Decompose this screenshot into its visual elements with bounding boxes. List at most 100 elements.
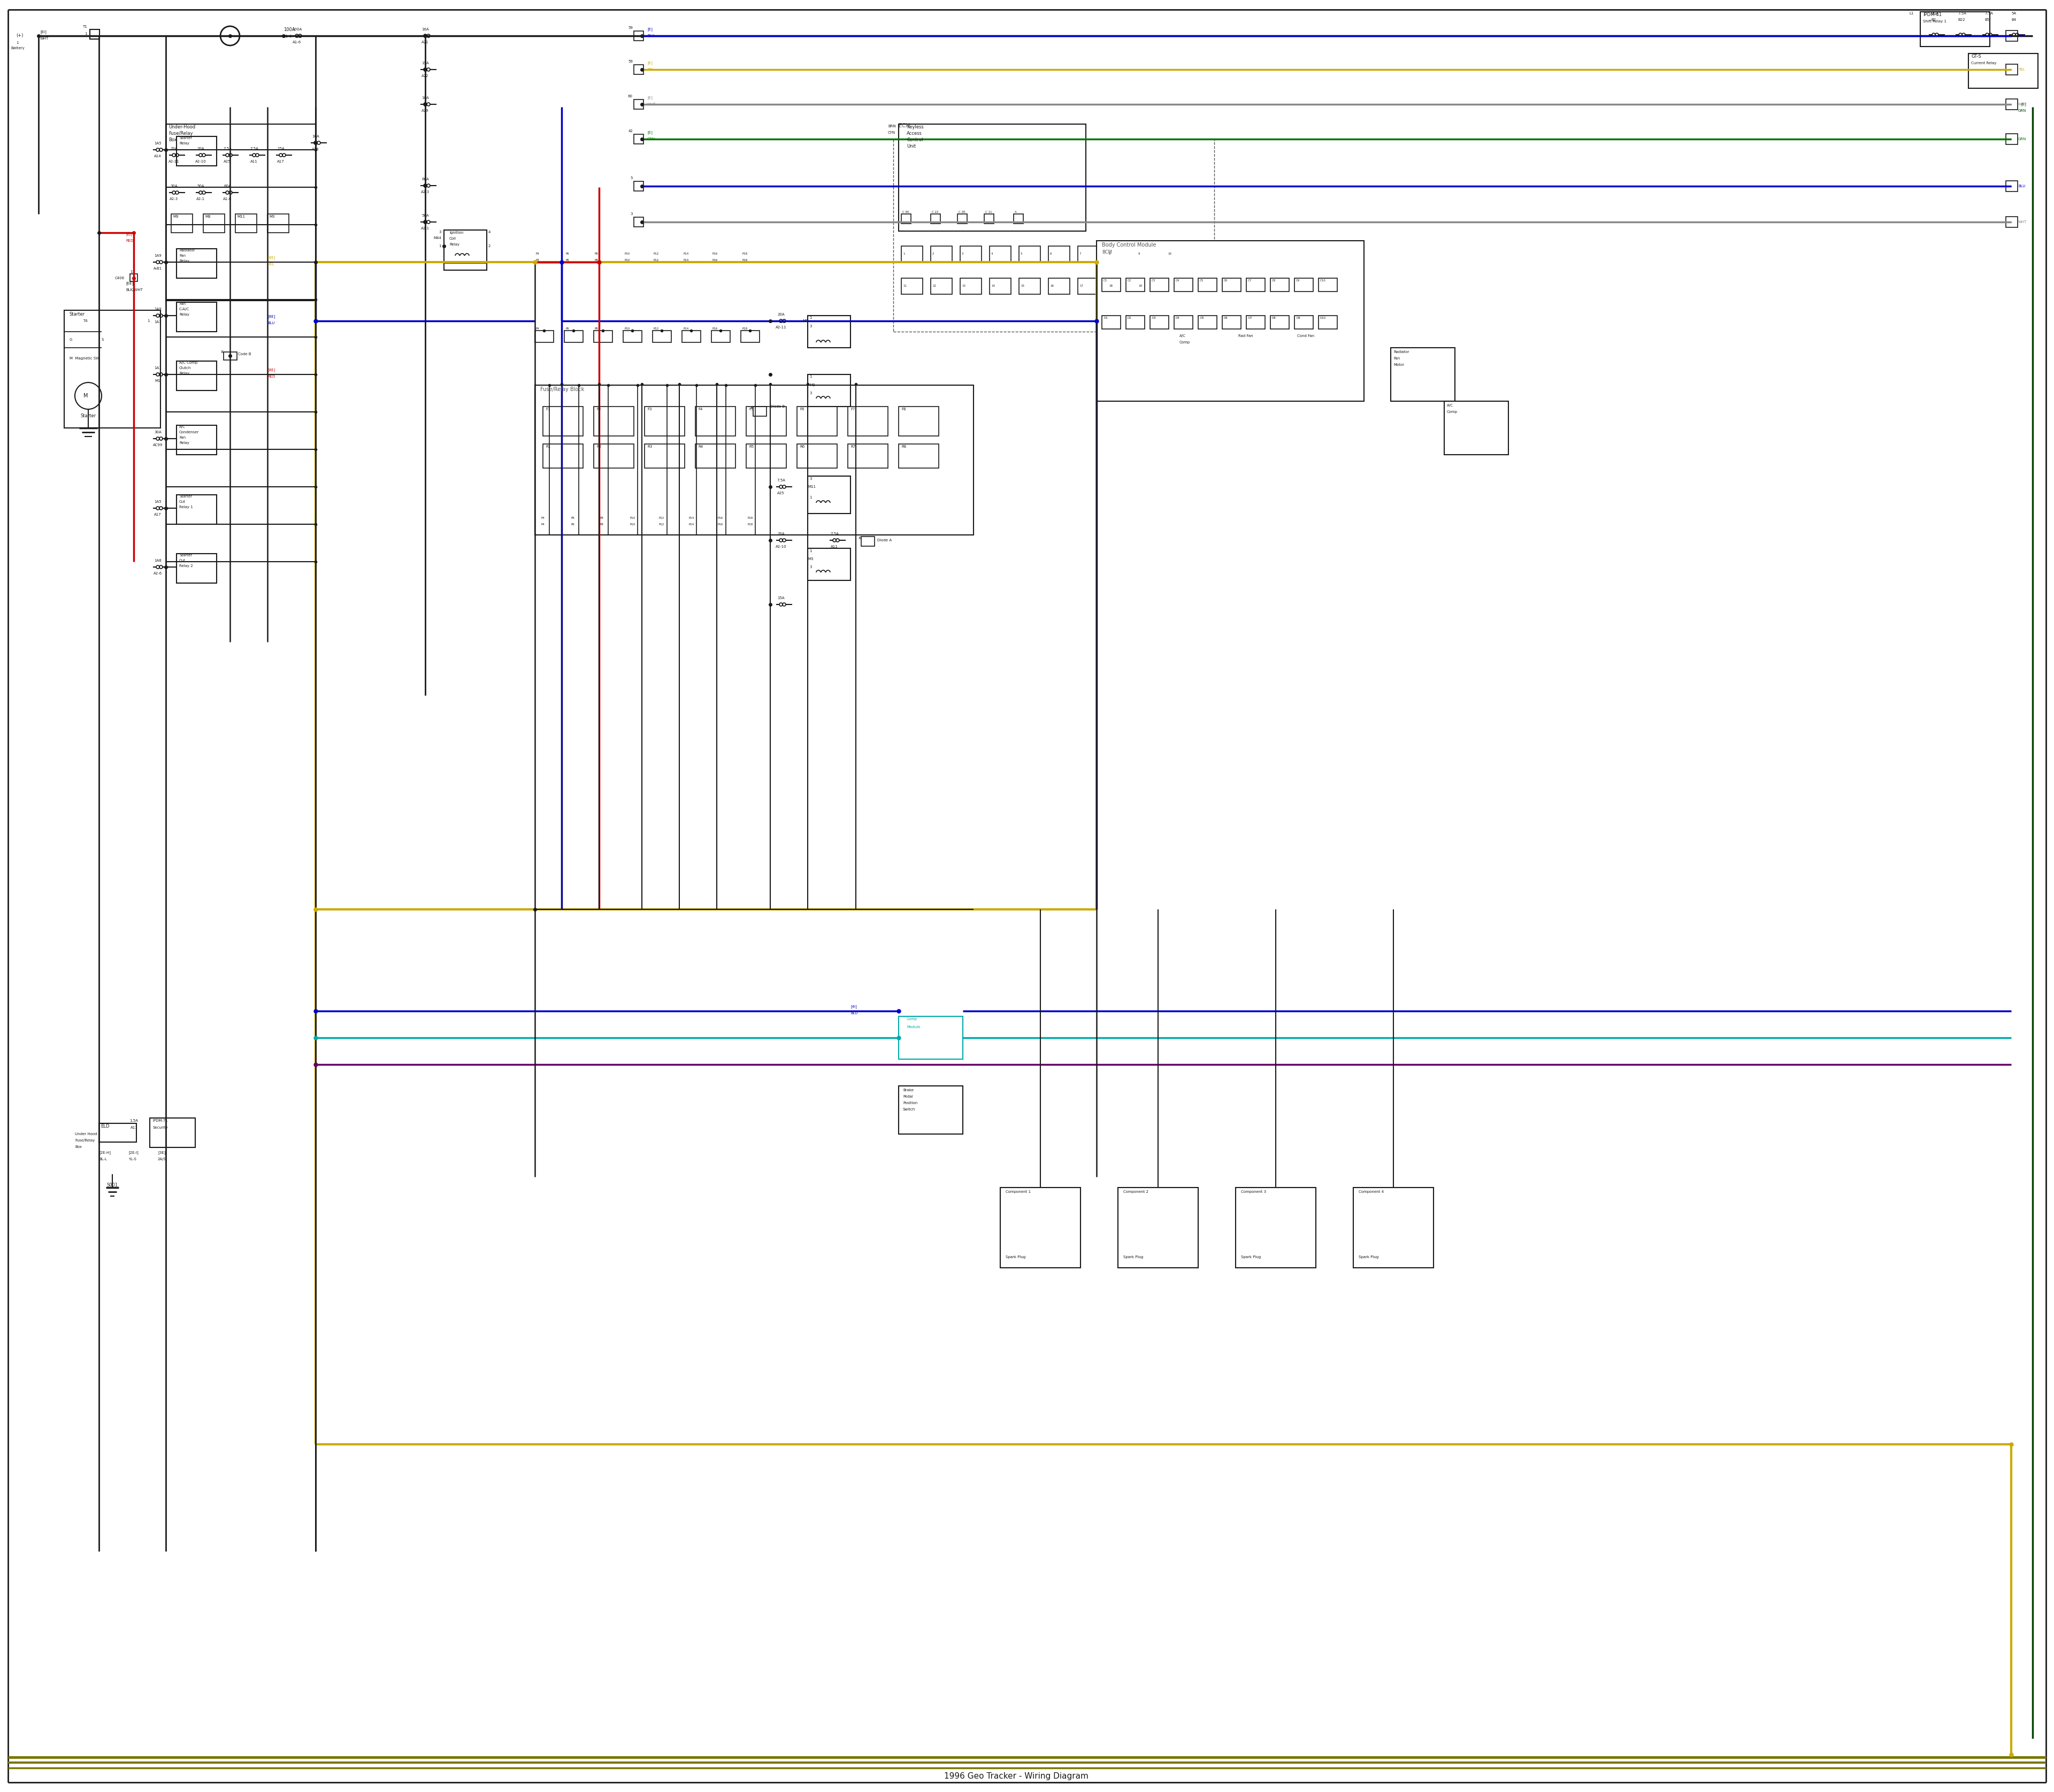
Text: ELD: ELD — [101, 1124, 109, 1129]
Text: YEL: YEL — [2019, 68, 2025, 72]
Text: 7.5A: 7.5A — [1984, 13, 1992, 14]
Text: 3: 3 — [809, 477, 811, 480]
Text: P12: P12 — [659, 523, 665, 525]
Text: D1: D1 — [1103, 317, 1107, 319]
Text: Starter: Starter — [179, 554, 193, 557]
Text: Radiator: Radiator — [1393, 351, 1409, 353]
Text: 20A: 20A — [197, 147, 203, 151]
Bar — [807, 477, 850, 514]
Text: M11: M11 — [236, 215, 244, 219]
Text: 13: 13 — [961, 285, 965, 287]
Bar — [1319, 315, 1337, 330]
Bar — [444, 229, 487, 271]
Text: A14: A14 — [154, 154, 162, 158]
Text: C 2R: C 2R — [959, 211, 965, 213]
Bar — [1175, 315, 1193, 330]
Text: GRN: GRN — [2019, 138, 2027, 142]
Text: BCM: BCM — [1101, 251, 1111, 254]
Text: A/C: A/C — [179, 425, 185, 428]
Text: Position: Position — [904, 1102, 918, 1104]
Text: 1: 1 — [84, 32, 86, 36]
Text: M9: M9 — [173, 215, 179, 219]
Text: M8: M8 — [809, 383, 815, 387]
Bar — [1097, 240, 1364, 401]
Bar — [930, 246, 953, 262]
Text: M1: M1 — [154, 380, 160, 382]
Text: Coil: Coil — [450, 237, 456, 240]
Text: P18: P18 — [741, 253, 748, 256]
Bar — [635, 30, 643, 41]
Bar — [711, 330, 729, 342]
Text: 1996 Geo Tracker - Wiring Diagram: 1996 Geo Tracker - Wiring Diagram — [945, 1772, 1089, 1779]
Bar — [166, 124, 316, 301]
Text: [E]: [E] — [2021, 102, 2025, 106]
Bar — [1222, 315, 1241, 330]
Text: F3: F3 — [647, 407, 651, 410]
Bar — [902, 213, 910, 224]
Text: [8E]: [8E] — [267, 256, 275, 260]
Text: A/C Comp: A/C Comp — [179, 360, 197, 364]
Text: Fan: Fan — [1393, 357, 1401, 360]
Text: 1: 1 — [809, 375, 811, 378]
Text: 1: 1 — [440, 244, 442, 247]
Text: [EI]: [EI] — [41, 30, 47, 34]
Bar — [1222, 278, 1241, 292]
Bar — [267, 213, 290, 233]
Text: A17: A17 — [277, 159, 286, 163]
Text: (+): (+) — [16, 34, 23, 38]
Text: A2-6: A2-6 — [154, 572, 162, 575]
Text: [8E]: [8E] — [267, 369, 275, 373]
Bar — [1048, 278, 1070, 294]
Bar — [797, 444, 838, 468]
Bar — [1237, 1188, 1317, 1267]
Bar — [1175, 278, 1193, 292]
Text: 1: 1 — [129, 271, 131, 274]
Bar — [1107, 278, 1128, 294]
Text: 60: 60 — [629, 95, 633, 99]
Text: 1: 1 — [148, 319, 150, 323]
Text: Box: Box — [74, 1145, 82, 1149]
Text: Relay: Relay — [179, 314, 189, 315]
Text: 10: 10 — [1167, 253, 1171, 256]
Bar — [990, 246, 1011, 262]
Text: 16: 16 — [1050, 285, 1054, 287]
Bar — [2007, 65, 2017, 75]
Bar — [930, 278, 953, 294]
Text: [8E]: [8E] — [267, 315, 275, 319]
Bar — [534, 385, 974, 536]
Bar — [848, 407, 887, 435]
Text: B4: B4 — [2011, 18, 2017, 22]
Text: Spark Plug: Spark Plug — [1124, 1256, 1144, 1258]
Text: [E]: [E] — [647, 61, 653, 65]
Bar — [2007, 30, 2017, 41]
Text: P12: P12 — [653, 260, 659, 262]
Text: P12: P12 — [653, 253, 659, 256]
Text: P4: P4 — [536, 260, 540, 262]
Bar — [177, 554, 216, 582]
Bar — [1968, 54, 2038, 88]
Text: 5: 5 — [631, 177, 633, 179]
Text: 16A: 16A — [312, 134, 318, 138]
Text: Code B: Code B — [238, 353, 251, 357]
Text: x: x — [750, 405, 754, 410]
Bar — [1150, 315, 1169, 330]
Text: R4: R4 — [698, 444, 702, 448]
Text: 15A: 15A — [421, 61, 429, 65]
Text: P12: P12 — [659, 516, 665, 520]
Text: Module: Module — [906, 1025, 920, 1029]
Text: P4: P4 — [536, 328, 540, 330]
Text: [EE]: [EE] — [125, 281, 134, 285]
Text: Spark Plug: Spark Plug — [1006, 1256, 1025, 1258]
Text: P10: P10 — [631, 523, 635, 525]
Text: A2-11: A2-11 — [168, 159, 179, 163]
Bar — [594, 407, 635, 435]
Text: C2: C2 — [1128, 280, 1132, 281]
Text: BLU: BLU — [267, 321, 275, 324]
Text: Keyless: Keyless — [906, 125, 924, 129]
Bar — [653, 330, 672, 342]
Text: A2-10: A2-10 — [776, 545, 787, 548]
Text: 1A5: 1A5 — [154, 500, 162, 504]
Text: 20A: 20A — [776, 314, 785, 315]
Text: R5: R5 — [750, 444, 754, 448]
Text: GT-S: GT-S — [1972, 54, 1982, 59]
